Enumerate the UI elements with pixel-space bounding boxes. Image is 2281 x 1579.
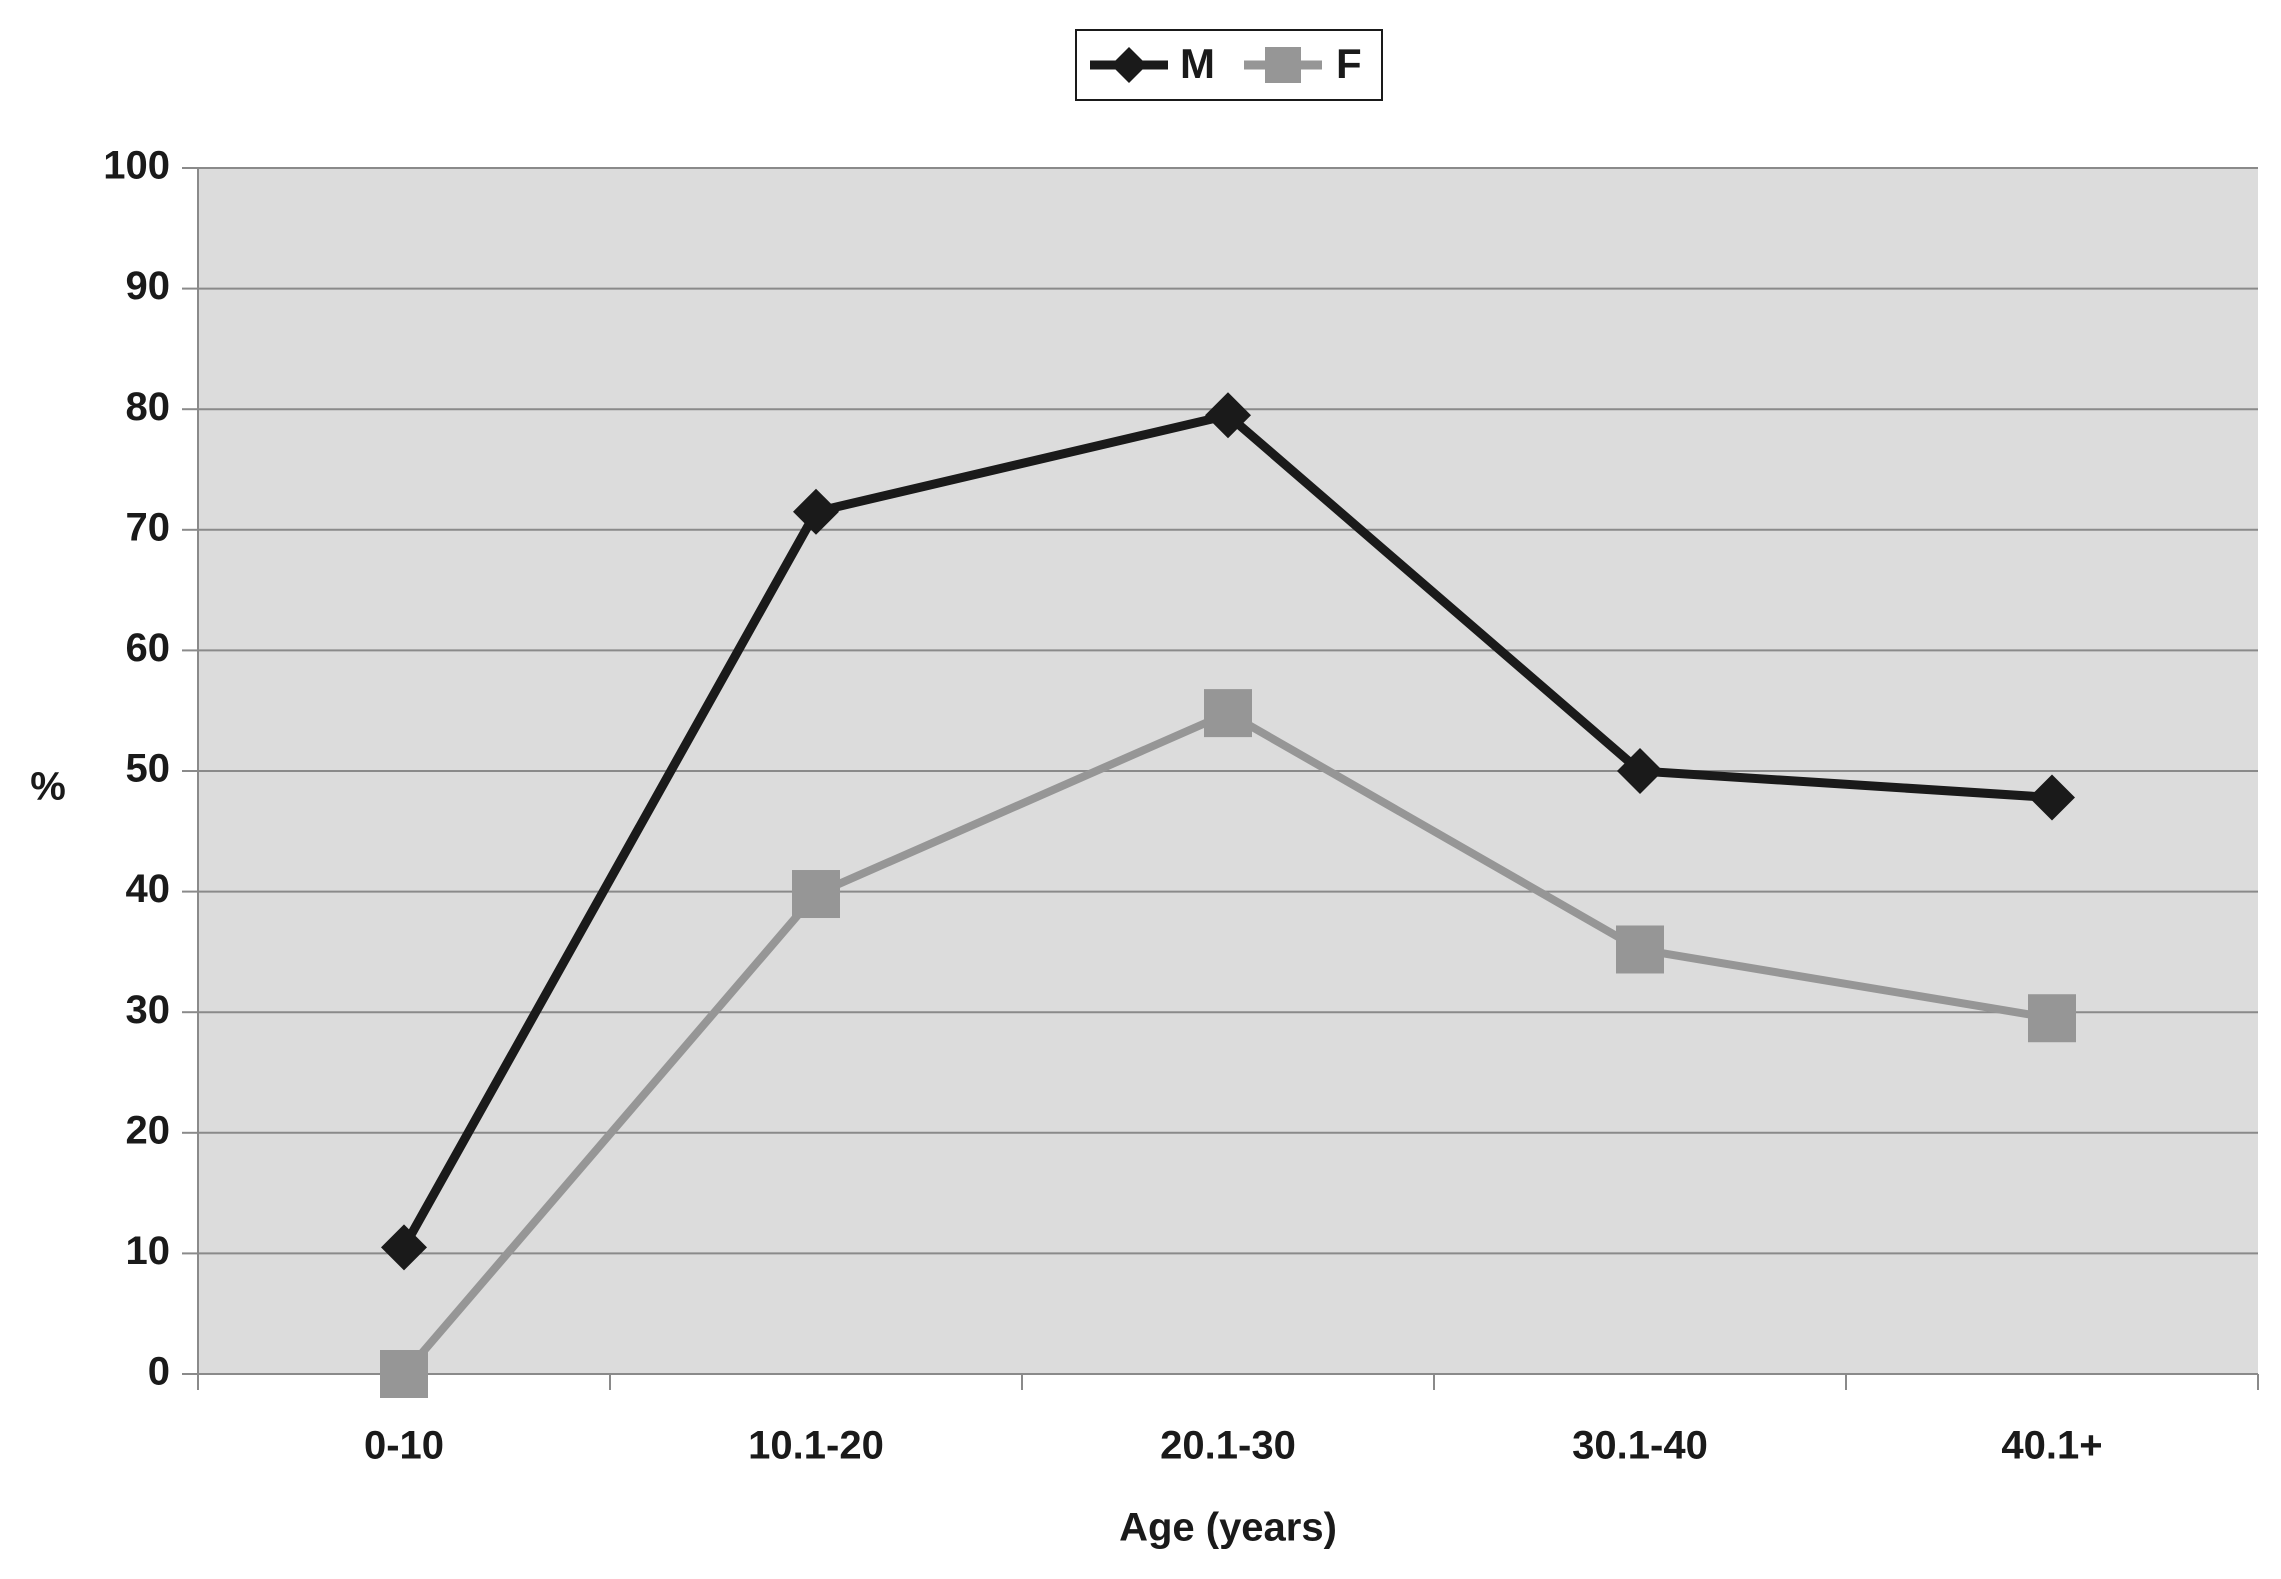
y-tick-label: 100: [103, 144, 170, 188]
x-tick-label: 10.1-20: [748, 1424, 884, 1468]
data-point-marker: [793, 488, 839, 535]
data-point-marker: [1616, 925, 1664, 974]
data-point-marker: [792, 870, 840, 919]
legend-item-F: F: [1244, 40, 1362, 87]
gridlines: [198, 167, 2258, 1255]
data-point-marker: [2029, 774, 2075, 821]
y-axis-label: %: [30, 765, 66, 809]
y-tick-label: 80: [126, 385, 171, 429]
y-tick-label: 20: [126, 1108, 171, 1152]
y-tick-labels: 0 10 20 30 40 50 60 70 80 90 100: [103, 144, 170, 1394]
legend-item-M: M: [1090, 40, 1215, 87]
y-tick-label: 50: [126, 747, 171, 791]
data-point-marker: [2028, 994, 2076, 1043]
legend-label: F: [1336, 40, 1362, 87]
x-tick-labels: 0-10 10.1-20 20.1-30 30.1-40 40.1+: [364, 1424, 2103, 1468]
data-point-marker: [1205, 392, 1251, 439]
x-tick-label: 40.1+: [2001, 1424, 2102, 1468]
y-tick-label: 10: [126, 1229, 171, 1273]
y-tick-label: 70: [126, 505, 171, 549]
series-F: [380, 689, 2076, 1398]
x-tick-label: 0-10: [364, 1424, 444, 1468]
data-point-marker: [1204, 689, 1252, 738]
y-tick-label: 60: [126, 626, 171, 670]
y-tick-label: 30: [126, 988, 171, 1032]
series-M: [381, 392, 2075, 1271]
x-tick-label: 20.1-30: [1160, 1424, 1296, 1468]
x-axis-label: Age (years): [1119, 1506, 1337, 1550]
x-tick-label: 30.1-40: [1572, 1424, 1708, 1468]
y-tick-label: 40: [126, 867, 171, 911]
data-point-marker: [1617, 748, 1663, 794]
legend-label: M: [1180, 40, 1215, 87]
y-tick-label: 90: [126, 264, 171, 308]
legend-marker: [1111, 47, 1147, 83]
y-tick-label: 0: [148, 1350, 170, 1394]
data-point-marker: [380, 1350, 428, 1398]
axes: [182, 167, 2259, 1390]
data-series: [380, 392, 2076, 1398]
legend-marker: [1265, 47, 1301, 83]
data-point-marker: [381, 1224, 427, 1271]
